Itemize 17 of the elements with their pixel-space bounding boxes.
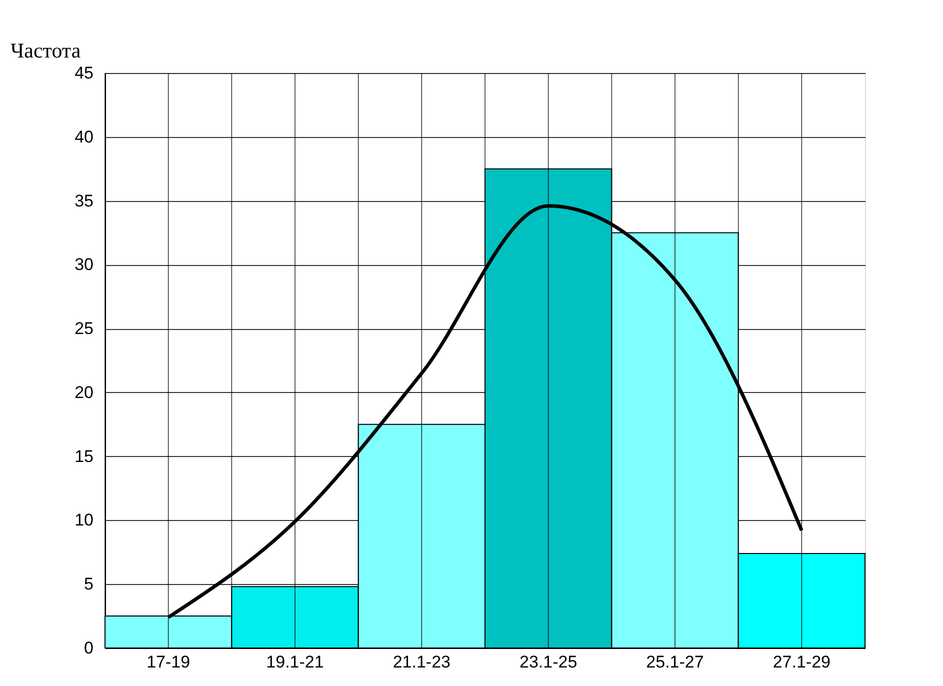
y-tick-label: 20 [74, 382, 94, 402]
y-axis-title: Частота [10, 38, 82, 62]
y-tick-label: 35 [74, 191, 94, 210]
y-tick-label: 30 [74, 255, 94, 274]
x-tick-label: 21.1-23 [392, 652, 451, 672]
y-tick-label: 45 [74, 64, 94, 82]
y-tick-label: 15 [74, 446, 94, 466]
y-tick-label: 5 [84, 574, 94, 594]
x-tick-label: 23.1-25 [519, 652, 578, 672]
x-tick-label: 25.1-27 [646, 652, 704, 672]
y-tick-label: 40 [74, 127, 94, 146]
x-tick-label: 27.1-29 [772, 652, 831, 672]
y-tick-label: 0 [84, 638, 94, 658]
x-tick-label: 19.1-21 [266, 652, 324, 672]
y-tick-label: 10 [74, 510, 94, 530]
y-tick-label: 25 [74, 319, 94, 338]
x-tick-label: 17-19 [146, 652, 190, 672]
